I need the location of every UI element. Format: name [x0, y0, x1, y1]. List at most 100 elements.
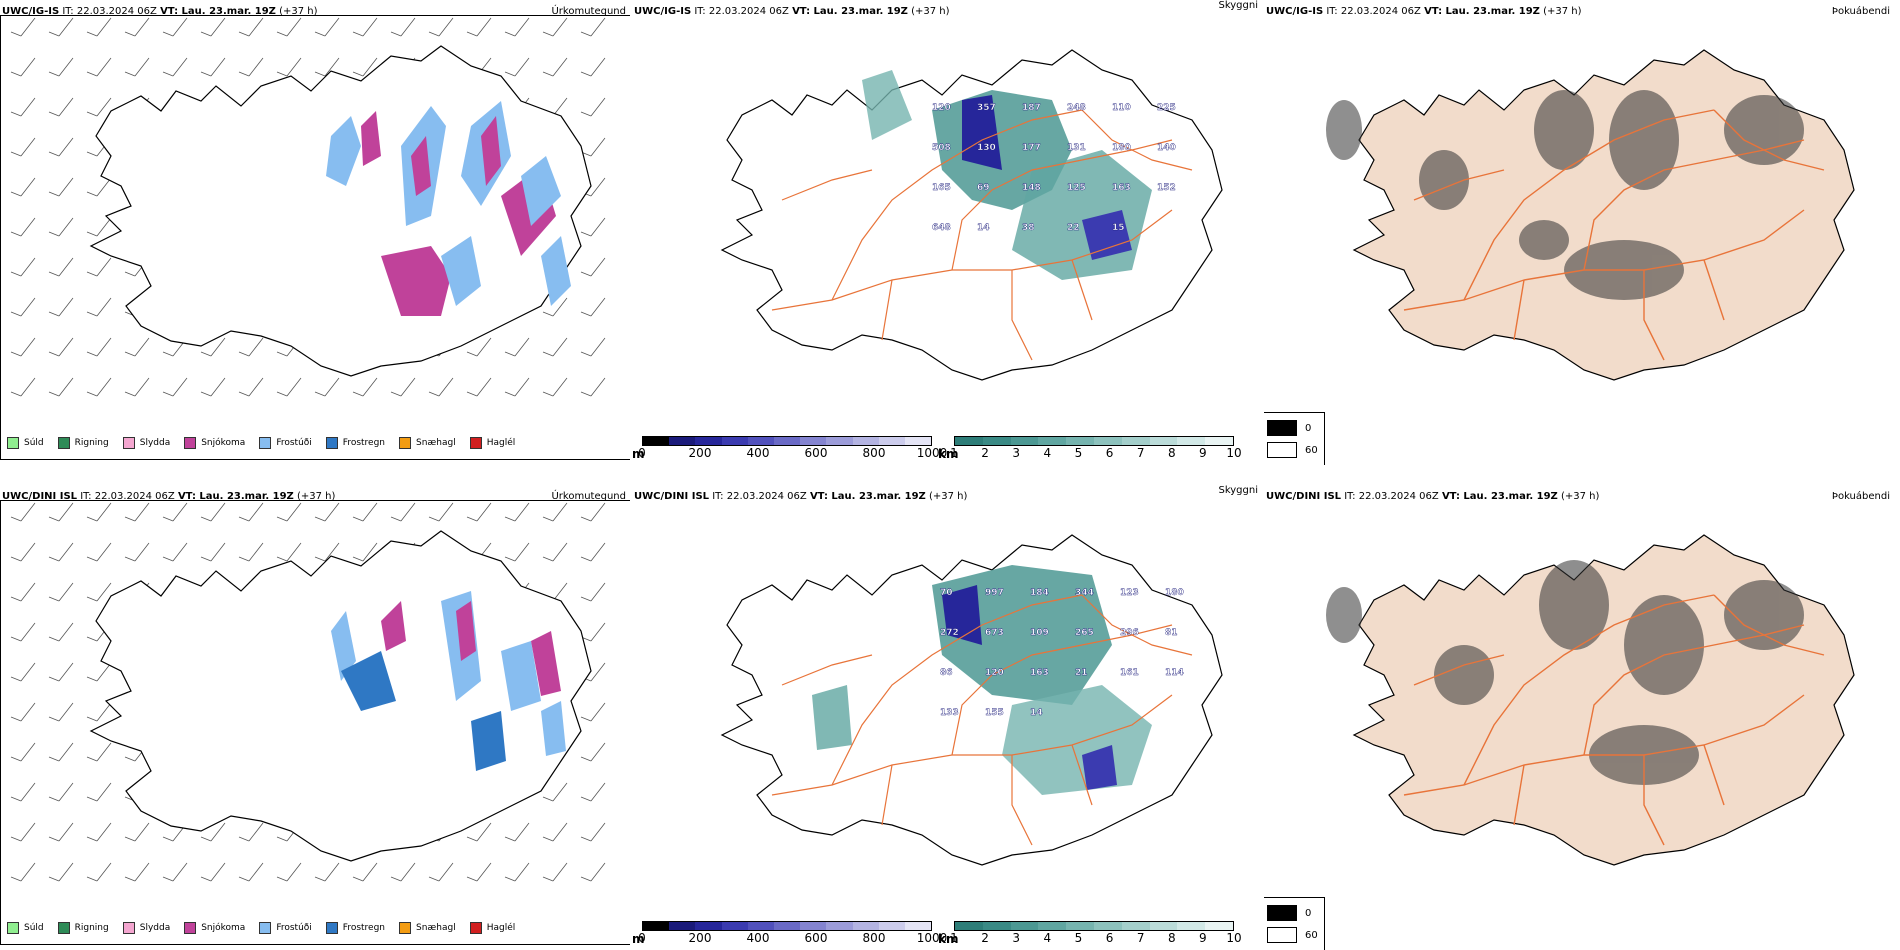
road-line [1413, 654, 1505, 686]
panel-header: UWC/DINI ISL IT: 22.03.2024 06Z VT: Lau.… [2, 491, 628, 505]
wind-barb [238, 17, 264, 37]
wind-barb [580, 97, 606, 117]
wind-barb [276, 17, 302, 37]
legend-swatch [325, 437, 338, 449]
road-line [1403, 209, 1805, 311]
wind-barb [276, 57, 302, 77]
wind-barb [200, 377, 226, 397]
cloudbase-colorbar: 0 200 400 600 800 1000 [638, 436, 947, 460]
road-line [1011, 270, 1033, 361]
colorbar-tick: 4 [1043, 446, 1052, 460]
cloud-base-label: 673 [985, 628, 1004, 638]
iceland-precip-map [10, 502, 606, 882]
wind-barb [200, 17, 226, 37]
init-time: IT: 22.03.2024 06Z [80, 491, 175, 502]
cloud-base-label: 272 [940, 628, 959, 638]
legend-swatch [7, 922, 19, 934]
road-line [1643, 755, 1665, 846]
colorbar-tick: 800 [862, 931, 886, 945]
colorbar-bin [1093, 922, 1122, 930]
road-line [771, 209, 1173, 311]
iceland-cloud-map: 120 357 187 248 110 225 508 130 177 131 180 140 165 6… [720, 49, 1223, 381]
lead-time: (+37 h) [911, 6, 950, 17]
wind-barb [580, 862, 606, 882]
legend-label: Snæhagl [416, 923, 456, 933]
colorbar-tick: 3 [1012, 931, 1021, 945]
legend-label: Snjókoma [201, 923, 246, 933]
cloud-base-label: 140 [1157, 143, 1176, 153]
legend-item: Snæhagl [399, 922, 456, 934]
fog-scale: 0 60 [1264, 412, 1325, 465]
panel-title: Þokuábendi [1831, 491, 1890, 502]
cloud-base-label: 21 [1075, 668, 1088, 678]
wind-barb [238, 377, 264, 397]
colorbar-tick: 200 [688, 446, 712, 460]
road-network [771, 109, 1193, 361]
cloudbase-map: 120 357 187 248 110 225 508 130 177 131 180 140 165 6… [632, 20, 1262, 444]
legend-swatch [399, 922, 412, 934]
wind-barb [162, 377, 188, 397]
wind-barb [466, 502, 492, 522]
legend-label: Frostregn [342, 923, 386, 933]
wind-barb [86, 862, 112, 882]
legend-swatch [259, 437, 272, 449]
cloud-base-label: 70 [940, 588, 953, 598]
wind-barb [124, 502, 150, 522]
wind-barb [124, 822, 150, 842]
cloud-base-label: 155 [985, 708, 1004, 718]
wind-barb [276, 377, 302, 397]
colorbar-bins [642, 436, 932, 446]
road-line [831, 109, 1083, 301]
legend-label: Frostúði [276, 923, 312, 933]
cloud-base-label: 86 [940, 668, 953, 678]
wind-barb [10, 782, 36, 802]
wind-barb [124, 377, 150, 397]
wind-barb [580, 217, 606, 237]
wind-barb [314, 542, 340, 562]
colorbar-tick: 9 [1199, 446, 1207, 460]
colorbar-bin [643, 922, 670, 930]
legend-item: Snjókoma [184, 437, 245, 449]
model-name: UWC/IG-IS [634, 6, 692, 17]
cloud-base-label: 163 [1030, 668, 1049, 678]
colorbar-ticks: 0 200 400 600 800 1000 [638, 446, 947, 460]
road-line [1403, 694, 1805, 796]
wind-barb [48, 702, 74, 722]
legend-swatch [57, 922, 70, 934]
wind-barb [86, 257, 112, 277]
wind-barb [86, 742, 112, 762]
colorbar-tick: 1 [950, 446, 958, 460]
fog-label: 60 [1305, 444, 1318, 456]
cloud-base-label: 14 [977, 223, 990, 233]
wind-barb [48, 137, 74, 157]
colorbar-tick: 7 [1136, 446, 1145, 460]
wind-barb [352, 862, 378, 882]
panel-header: UWC/IG-IS IT: 22.03.2024 06Z VT: Lau. 23… [634, 6, 1260, 20]
wind-barb [314, 862, 340, 882]
init-time: IT: 22.03.2024 06Z [712, 491, 807, 502]
wind-barb [10, 97, 36, 117]
init-time: IT: 22.03.2024 06Z [62, 6, 157, 17]
road-line [781, 654, 873, 686]
colorbar-tick: 1000 [916, 931, 948, 945]
cloud-base-label: 177 [1022, 143, 1041, 153]
wind-barb [48, 822, 74, 842]
legend-swatch [184, 437, 197, 449]
wind-barb [238, 57, 264, 77]
wind-barb [276, 542, 302, 562]
legend-label: Súld [24, 438, 44, 448]
wind-barb [162, 502, 188, 522]
visibility-areas [862, 70, 1152, 280]
wind-barb [580, 622, 606, 642]
legend-item: Snjókoma [184, 922, 245, 934]
colorbar-bin [826, 437, 853, 445]
cloud-base-label: 14 [1030, 708, 1043, 718]
cloud-base-label: 131 [1067, 143, 1086, 153]
colorbar-ticks: 1 2 3 4 5 6 7 8 9 10 [950, 446, 1241, 460]
fog-label: 0 [1305, 422, 1312, 434]
panel-header: UWC/IG-IS IT: 22.03.2024 06Z VT: Lau. 23… [1266, 6, 1892, 20]
colorbar-bin [852, 922, 879, 930]
cloud-base-label: 357 [977, 103, 996, 113]
wind-barb [238, 822, 264, 842]
cloud-base-label: 130 [977, 143, 996, 153]
